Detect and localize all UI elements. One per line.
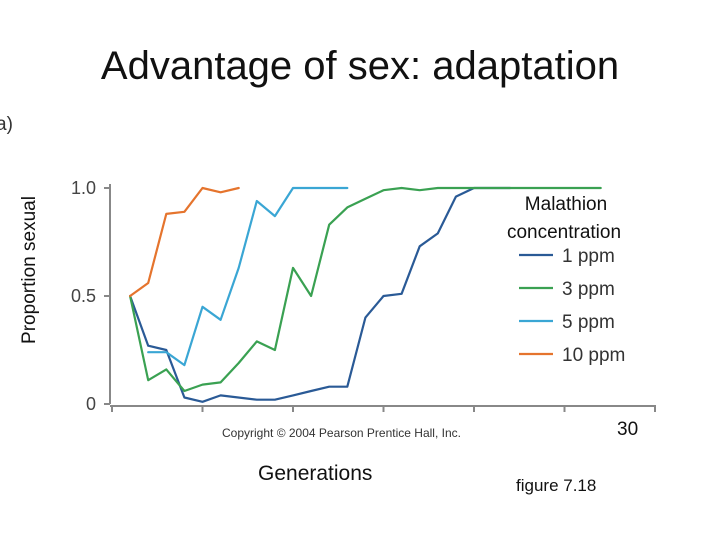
legend-label-5-ppm: 5 ppm — [562, 312, 615, 333]
y-axis: 0 0.5 1.0 — [71, 178, 111, 414]
legend-title-line2: concentration — [507, 222, 621, 243]
page-number: 30 — [617, 419, 638, 440]
series-line-10-ppm — [129, 186, 240, 298]
y-tick-label-0: 0 — [86, 394, 96, 414]
legend: Malathion concentration 1 ppm 3 ppm 5 ppm 1… — [507, 194, 625, 366]
x-axis-label: Generations — [258, 462, 373, 485]
series-lines — [129, 186, 602, 403]
legend-title-line1: Malathion — [525, 194, 607, 215]
legend-label-1-ppm: 1 ppm — [562, 246, 615, 267]
legend-label-3-ppm: 3 ppm — [562, 279, 615, 300]
series-line-5-ppm — [147, 186, 349, 367]
panel-label: a) — [0, 114, 13, 135]
legend-label-10-ppm: 10 ppm — [562, 345, 625, 366]
y-tick-label-1: 0.5 — [71, 286, 96, 306]
slide-title: Advantage of sex: adaptation — [100, 44, 620, 88]
figure-reference: figure 7.18 — [516, 476, 597, 495]
series-line-1-ppm — [129, 186, 512, 403]
x-axis — [110, 405, 656, 412]
copyright-text: Copyright © 2004 Pearson Prentice Hall, … — [222, 426, 461, 440]
series-line-3-ppm — [129, 186, 602, 393]
y-tick-label-2: 1.0 — [71, 178, 96, 198]
